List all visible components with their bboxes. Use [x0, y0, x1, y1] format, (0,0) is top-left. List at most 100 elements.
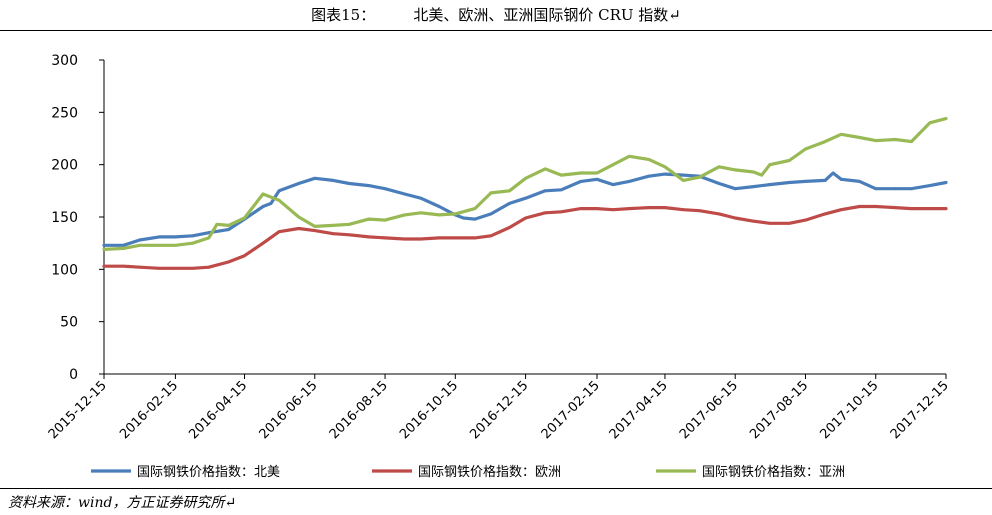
x-tick-label: 2017-04-15 — [607, 378, 671, 442]
data-point — [157, 235, 161, 239]
data-point — [122, 264, 125, 268]
data-point — [508, 189, 511, 193]
data-point — [733, 187, 737, 191]
data-point — [663, 172, 667, 176]
data-point — [804, 180, 807, 183]
data-point — [804, 147, 807, 151]
data-point — [419, 196, 423, 200]
data-point — [269, 201, 273, 205]
data-point — [647, 158, 651, 161]
data-point — [839, 208, 843, 212]
data-point — [627, 180, 631, 183]
chart-title: 图表15： 北美、欧洲、亚洲国际钢价 CRU 指数↵ — [311, 6, 681, 24]
source-note: 资料来源：wind，方正证券研究所↵ — [8, 495, 237, 511]
x-tick-label: 2016-02-15 — [117, 378, 181, 442]
data-point — [663, 165, 667, 169]
data-point — [787, 221, 791, 225]
data-point — [437, 236, 441, 240]
data-point — [277, 198, 281, 202]
data-point — [579, 171, 583, 175]
data-point — [261, 205, 265, 208]
data-point — [595, 171, 599, 175]
data-point — [804, 218, 807, 222]
data-point — [944, 117, 948, 121]
data-point — [191, 234, 195, 238]
data-point — [928, 184, 932, 188]
data-point — [752, 185, 756, 189]
data-point — [331, 223, 335, 227]
data-point — [243, 216, 246, 220]
data-point — [928, 207, 932, 211]
data-point — [874, 187, 878, 191]
data-point — [102, 248, 106, 251]
legend: 国际钢铁价格指数：北美 国际钢铁价格指数：欧洲 国际钢铁价格指数：亚洲 — [91, 464, 845, 480]
data-point — [627, 154, 631, 158]
data-point — [226, 223, 230, 227]
data-point — [419, 237, 423, 241]
data-point — [823, 212, 827, 216]
data-point — [138, 243, 142, 247]
data-point — [122, 247, 125, 250]
data-point — [760, 173, 764, 177]
data-point — [138, 238, 142, 242]
data-point — [473, 236, 477, 240]
data-point — [207, 231, 211, 235]
data-point — [787, 159, 791, 162]
series-layer — [102, 116, 948, 270]
data-point — [910, 140, 913, 144]
data-point — [681, 178, 685, 182]
data-point — [489, 191, 493, 195]
x-tick-label: 2015-12-15 — [46, 378, 110, 442]
data-point — [524, 196, 527, 200]
data-point — [681, 208, 685, 212]
data-point — [508, 226, 511, 229]
data-point — [910, 187, 913, 191]
data-point — [261, 192, 265, 196]
data-point — [717, 212, 721, 216]
x-tick-label: 2017-06-15 — [677, 378, 741, 442]
series-line-0 — [102, 171, 948, 247]
data-point — [347, 233, 351, 237]
data-point — [579, 207, 583, 211]
data-point — [733, 216, 737, 220]
y-tick-label: 300 — [51, 53, 78, 69]
data-point — [681, 173, 685, 177]
data-point — [910, 207, 913, 211]
data-point — [174, 235, 177, 239]
data-point — [297, 182, 301, 185]
data-point — [559, 173, 563, 177]
data-point — [473, 217, 477, 221]
data-point — [437, 213, 441, 217]
x-tick-label: 2017-12-15 — [888, 378, 952, 442]
data-point — [543, 189, 547, 193]
data-point — [928, 121, 932, 125]
data-point — [944, 207, 948, 211]
data-point — [277, 230, 281, 234]
data-point — [191, 241, 195, 245]
x-axis: 2015-12-15 2016-02-15 2016-04-15 2016-06-15… — [46, 373, 952, 442]
data-point — [543, 167, 547, 171]
data-point — [347, 182, 351, 185]
data-point — [367, 184, 371, 188]
data-point — [403, 192, 407, 196]
x-tick-label: 2017-02-15 — [539, 378, 603, 442]
x-tick-label: 2016-08-15 — [327, 378, 391, 442]
data-point — [893, 138, 897, 141]
data-point — [752, 170, 756, 174]
data-point — [595, 177, 599, 181]
data-point — [174, 243, 177, 247]
data-point — [226, 260, 230, 264]
series-line-1 — [102, 204, 948, 270]
data-point — [261, 241, 265, 245]
y-tick-label: 100 — [51, 262, 78, 278]
y-tick-label: 250 — [51, 105, 78, 121]
data-point — [226, 228, 230, 231]
data-point — [508, 201, 511, 205]
data-point — [419, 211, 423, 215]
data-point — [858, 180, 862, 183]
data-point — [733, 168, 737, 172]
legend-label: 国际钢铁价格指数：亚洲 — [702, 464, 845, 480]
data-point — [157, 243, 161, 247]
data-point — [489, 212, 493, 216]
